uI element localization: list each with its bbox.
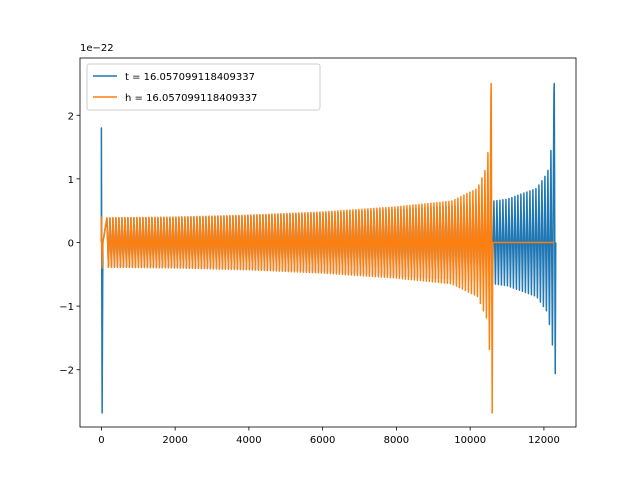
y-tick-label: 2	[68, 111, 74, 122]
legend-label-1: h = 16.057099118409337	[125, 93, 257, 104]
series-1-path	[100, 82, 555, 414]
plot-area	[100, 82, 557, 414]
legend-label-0: t = 16.057099118409337	[125, 72, 255, 83]
y-tick-label: 0	[68, 239, 74, 250]
x-tick-label: 4000	[236, 435, 261, 446]
x-tick-label: 2000	[162, 435, 187, 446]
y-axis-offset-label: 1e−22	[80, 43, 114, 54]
x-tick-label: 10000	[454, 435, 486, 446]
x-tick-label: 0	[98, 435, 104, 446]
y-tick-label: 1	[68, 175, 74, 186]
x-tick-label: 12000	[528, 435, 560, 446]
y-tick-label: −1	[59, 302, 74, 313]
series-1-line	[100, 82, 555, 414]
x-tick-label: 6000	[310, 435, 335, 446]
y-tick-label: −2	[59, 366, 74, 377]
x-tick-label: 8000	[384, 435, 409, 446]
legend: t = 16.057099118409337 h = 16.05709911840…	[86, 63, 321, 111]
legend-box	[86, 63, 321, 111]
axes: 0 2000 4000 6000 8000 10000 12000 −2 −1 0 1 2	[59, 57, 577, 446]
